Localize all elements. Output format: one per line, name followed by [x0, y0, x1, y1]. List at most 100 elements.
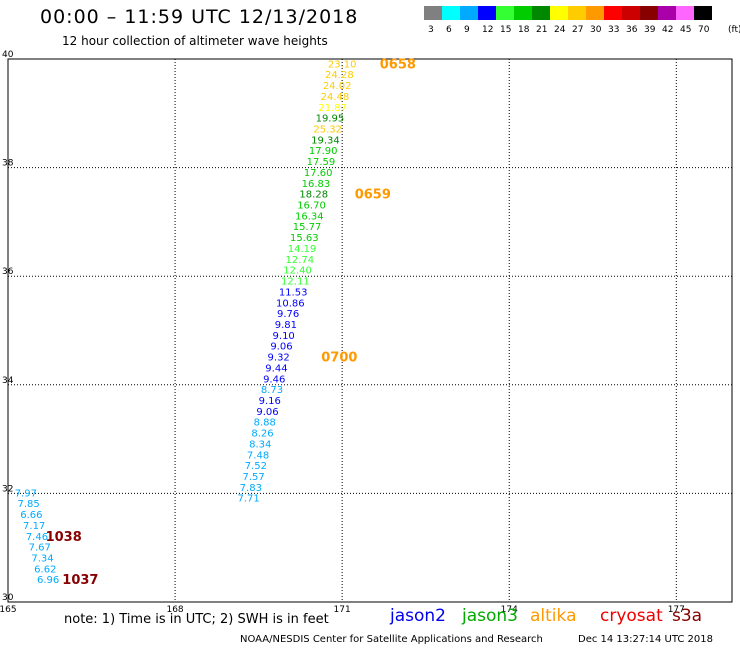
- data-label: 9.10: [273, 331, 295, 342]
- y-tick-label: 32: [2, 484, 13, 494]
- x-tick-label: 165: [0, 605, 17, 615]
- color-swatch: [694, 6, 712, 20]
- color-swatch-label: 30: [590, 25, 602, 35]
- y-tick-label: 36: [2, 267, 14, 277]
- time-label: 1038: [46, 530, 82, 545]
- color-swatch: [460, 6, 478, 20]
- data-label: 10.86: [276, 298, 305, 309]
- color-swatch: [514, 6, 532, 20]
- data-label: 7.52: [245, 461, 267, 472]
- color-swatch-label: 24: [554, 25, 566, 35]
- data-label: 7.71: [237, 494, 259, 505]
- data-label: 25.32: [313, 125, 342, 136]
- data-label: 8.88: [254, 418, 276, 429]
- data-label: 11.53: [279, 287, 308, 298]
- data-label: 23.10: [328, 59, 357, 70]
- color-swatch-label: 12: [482, 25, 494, 35]
- data-label: 19.95: [316, 114, 345, 125]
- legend-cryosat: cryosat: [600, 606, 663, 626]
- data-label: 9.16: [259, 396, 281, 407]
- color-swatch-label: 15: [500, 25, 512, 35]
- data-label: 8.34: [249, 439, 271, 450]
- color-swatch-label: 36: [626, 25, 638, 35]
- data-label: 14.19: [288, 244, 317, 255]
- data-label: 9.76: [277, 309, 299, 320]
- data-label: 7.46: [26, 532, 48, 543]
- y-tick-label: 40: [2, 50, 14, 60]
- color-swatch: [604, 6, 622, 20]
- data-label: 19.34: [311, 135, 340, 146]
- color-swatch-label: 39: [644, 25, 656, 35]
- x-tick-label: 168: [166, 605, 183, 615]
- color-swatch: [622, 6, 640, 20]
- color-swatch: [532, 6, 550, 20]
- color-swatch: [658, 6, 676, 20]
- color-swatch: [496, 6, 514, 20]
- data-label: 7.83: [240, 483, 262, 494]
- data-label: 7.17: [23, 521, 45, 532]
- data-label: 9.44: [265, 363, 287, 374]
- data-label: 7.97: [15, 488, 37, 499]
- time-label: 0700: [321, 351, 357, 366]
- data-label: 24.02: [323, 81, 352, 92]
- color-swatch-label: 45: [680, 25, 692, 35]
- data-label: 7.85: [17, 499, 39, 510]
- x-tick-label: 174: [501, 605, 518, 615]
- time-labels: 0658 0659 0700 1038 1037: [46, 57, 416, 588]
- x-tick-label: 177: [668, 605, 685, 615]
- footnote: note: 1) Time is in UTC; 2) SWH is in fe…: [64, 612, 329, 627]
- data-label: 12.74: [286, 255, 315, 266]
- plot-frame: [7, 58, 733, 603]
- data-label: 15.63: [290, 233, 319, 244]
- data-label: 6.66: [20, 510, 42, 521]
- data-label: 9.81: [275, 320, 297, 331]
- legend-jason2: jason2: [390, 606, 446, 626]
- chart-title: 00:00 – 11:59 UTC 12/13/2018: [40, 6, 359, 28]
- generated-timestamp: Dec 14 13:27:14 UTC 2018: [578, 634, 713, 645]
- color-swatch-label: 18: [518, 25, 530, 35]
- data-label: 8.26: [251, 429, 273, 440]
- y-tick-label: 30: [2, 593, 14, 603]
- x-tick-label: 171: [334, 605, 351, 615]
- data-label: 18.28: [299, 190, 328, 201]
- color-swatch: [442, 6, 460, 20]
- legend-s3a: s3a: [672, 606, 703, 626]
- data-label: 9.06: [270, 342, 292, 353]
- legend-altika: altika: [530, 606, 577, 626]
- color-swatch-label: 42: [662, 25, 674, 35]
- data-label: 21.87: [318, 103, 347, 114]
- data-label: 9.06: [256, 407, 278, 418]
- data-label: 8.73: [261, 385, 283, 396]
- color-legend-unit: (ft): [728, 25, 740, 35]
- axis-ticks: 165 168 171 174 177 30 32 34 36 38 40: [0, 50, 685, 615]
- time-label: 1037: [62, 573, 98, 588]
- grid-lines: [7, 58, 732, 603]
- data-label: 9.32: [268, 353, 290, 364]
- y-tick-label: 34: [2, 376, 14, 386]
- data-label: 17.60: [304, 168, 333, 179]
- color-swatch: [640, 6, 658, 20]
- time-label: 0658: [380, 57, 416, 72]
- data-label: 7.34: [31, 553, 53, 564]
- color-swatch-label: 6: [446, 25, 452, 35]
- data-label: 24.48: [321, 92, 350, 103]
- y-tick-label: 38: [2, 159, 14, 169]
- data-label: 16.34: [295, 211, 324, 222]
- data-label: 12.40: [283, 266, 312, 277]
- color-swatch: [586, 6, 604, 20]
- color-swatch: [478, 6, 496, 20]
- color-swatch-label: 33: [608, 25, 620, 35]
- color-swatch-label: 3: [428, 25, 434, 35]
- color-swatch-label: 9: [464, 25, 470, 35]
- data-label: 17.90: [309, 146, 338, 157]
- data-label: 17.59: [307, 157, 336, 168]
- color-swatch-label: 27: [572, 25, 584, 35]
- time-label: 0659: [355, 188, 391, 203]
- color-swatch: [424, 6, 442, 20]
- credit-line: NOAA/NESDIS Center for Satellite Applica…: [240, 634, 543, 645]
- color-swatch-label: 70: [698, 25, 710, 35]
- data-label: 6.62: [34, 564, 56, 575]
- data-label: 6.96: [37, 575, 59, 586]
- legend-jason3: jason3: [462, 606, 518, 626]
- data-label: 15.77: [293, 222, 322, 233]
